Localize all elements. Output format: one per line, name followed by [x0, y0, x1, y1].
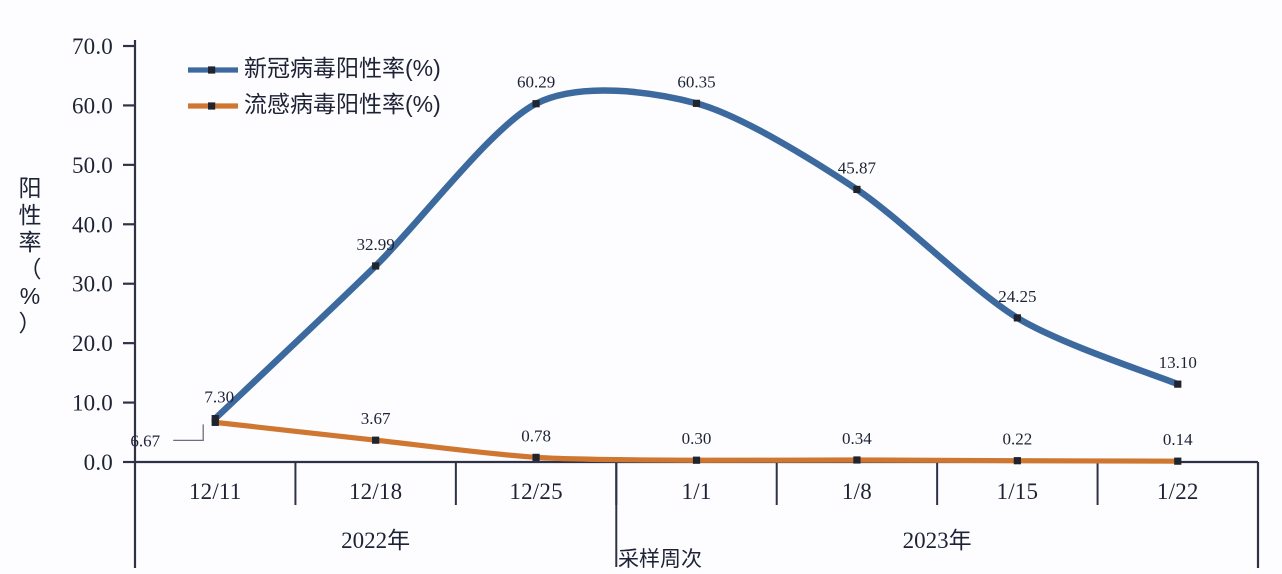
y-axis-title-char: 率	[19, 229, 42, 255]
data-point-marker	[1174, 457, 1182, 465]
legend-label: 流感病毒阳性率(%)	[244, 91, 441, 117]
data-label-flu: 0.22	[1002, 430, 1032, 449]
x-axis-group-label: 2023年	[903, 528, 972, 553]
data-point-marker	[211, 418, 219, 426]
data-point-marker	[372, 262, 380, 270]
data-label-covid: 45.87	[838, 158, 877, 177]
legend-marker	[208, 66, 216, 74]
y-axis-tick-label: 0.0	[84, 450, 113, 475]
x-axis-tick-label-group: 12/11 12/18 12/25 1/1 1/8 1/15 1/22	[189, 479, 1199, 504]
y-axis-title-char: 性	[19, 202, 42, 228]
data-label-covid: 60.29	[517, 73, 555, 92]
x-axis-tick-label: 1/22	[1157, 479, 1199, 504]
x-axis-tick-label: 1/15	[997, 479, 1039, 504]
y-axis-tick-label: 50.0	[72, 153, 113, 178]
data-label-flu: 0.14	[1163, 430, 1193, 449]
y-axis-title-char: ）	[19, 310, 42, 336]
leader-line-667	[173, 424, 204, 442]
data-point-marker	[372, 436, 380, 444]
y-axis-tick-label: 30.0	[72, 272, 113, 297]
data-point-marker	[692, 99, 701, 107]
x-axis-tick-label: 12/11	[189, 479, 242, 504]
data-label-flu: 0.30	[682, 429, 712, 448]
x-axis-group-label-group: 2022年 2023年	[341, 528, 972, 553]
data-label-flu: 3.67	[361, 409, 391, 428]
x-axis-tick-label: 12/18	[349, 479, 402, 504]
data-point-marker	[211, 415, 219, 423]
x-axis-tick-label: 1/1	[682, 479, 712, 504]
data-label-covid: 60.35	[677, 72, 715, 91]
data-label-group: 32.99 60.29 60.35 45.87 24.25 13.10 7.30 3.67 0.…	[130, 72, 1197, 450]
y-axis-title-char: 阳	[19, 175, 42, 201]
y-axis-tick-label: 70.0	[72, 34, 113, 59]
data-label-covid: 13.10	[1159, 353, 1197, 372]
data-point-marker-group	[211, 99, 1182, 465]
data-point-marker	[1013, 457, 1021, 465]
y-axis-title: 阳性率（%）	[19, 175, 42, 336]
data-label-covid: 24.25	[998, 287, 1036, 306]
y-axis-title-char: %	[20, 283, 40, 309]
y-axis-tick-label: 20.0	[72, 331, 113, 356]
data-point-marker	[532, 453, 540, 461]
y-axis-tick-label: 60.0	[72, 93, 113, 118]
x-axis-tick-label: 12/25	[509, 479, 562, 504]
chart-legend: 新冠病毒阳性率(%) 流感病毒阳性率(%)	[188, 55, 441, 117]
y-axis-tick-label: 40.0	[72, 212, 113, 237]
data-label-flu: 0.34	[842, 429, 872, 448]
data-point-marker	[532, 100, 540, 108]
data-point-marker	[692, 456, 701, 464]
y-axis-title-char: （	[19, 256, 42, 282]
legend-marker	[208, 102, 216, 110]
y-axis-tick-label: 10.0	[72, 391, 113, 416]
data-point-marker	[1174, 380, 1182, 388]
data-label-flu: 6.67	[130, 431, 160, 450]
data-label-covid: 32.99	[357, 235, 395, 254]
x-axis-tick-label: 1/8	[842, 479, 872, 504]
legend-label: 新冠病毒阳性率(%)	[244, 55, 441, 81]
data-label-flu: 0.78	[521, 426, 551, 445]
data-point-marker	[853, 456, 861, 464]
x-axis-group-label: 2022年	[341, 528, 410, 553]
data-label-covid: 7.30	[204, 388, 234, 407]
y-axis-tick-group: 0.0 10.0 20.0 30.0 40.0 50.0 60.0 70.0	[72, 34, 135, 475]
data-point-marker	[1013, 314, 1021, 322]
data-point-marker	[853, 185, 861, 194]
x-axis-title: 采样周次	[618, 548, 702, 571]
flu-positivity-line	[211, 87, 1182, 422]
